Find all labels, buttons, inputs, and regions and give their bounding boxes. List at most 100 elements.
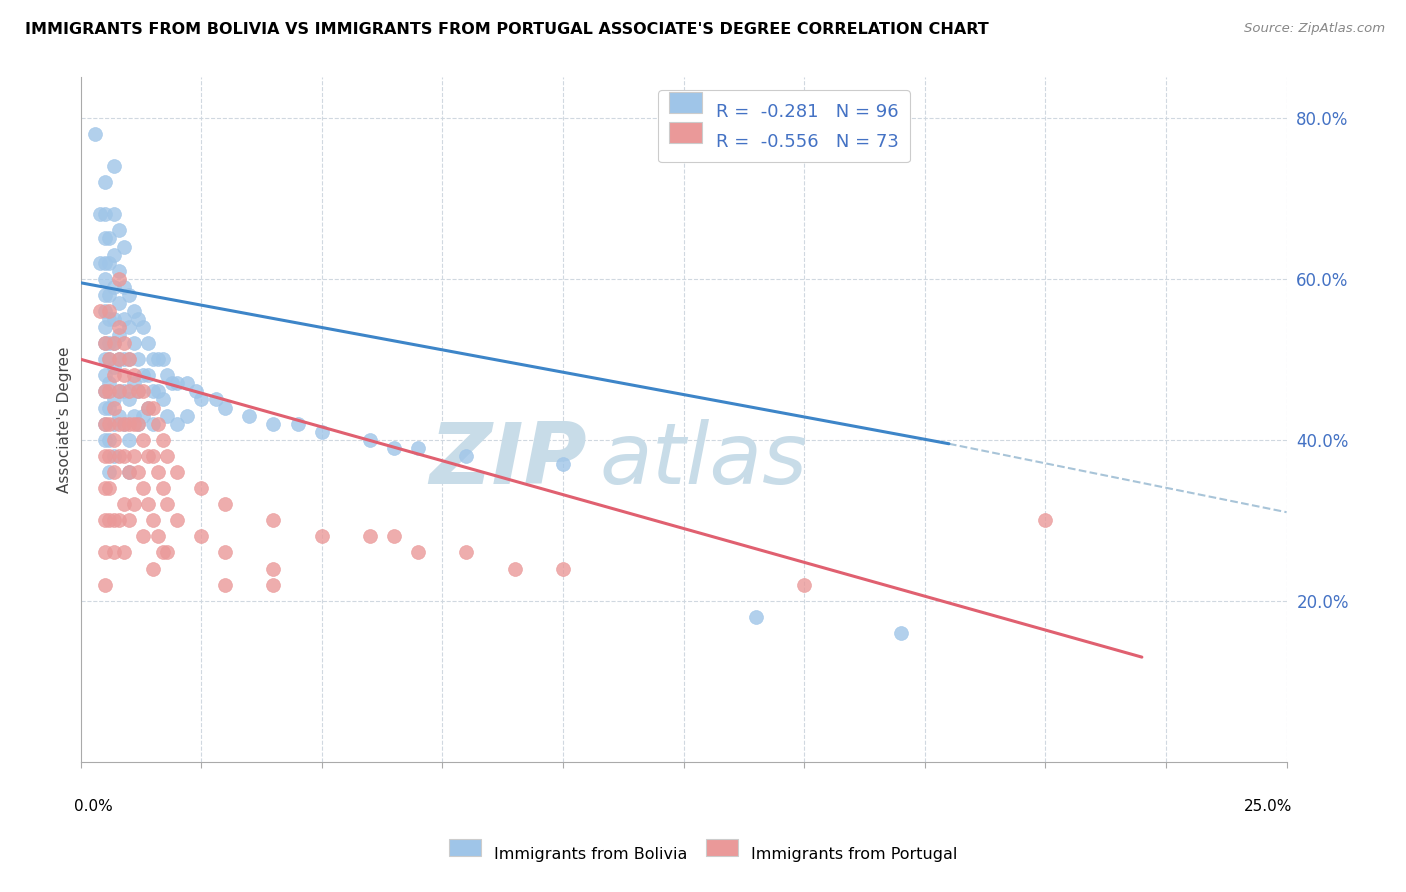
Point	[89, 207, 111, 221]
Point	[93, 513, 115, 527]
Point	[93, 231, 115, 245]
Point	[93, 433, 115, 447]
Point	[503, 561, 526, 575]
Point	[112, 336, 135, 351]
Text: IMMIGRANTS FROM BOLIVIA VS IMMIGRANTS FROM PORTUGAL ASSOCIATE'S DEGREE CORRELATI: IMMIGRANTS FROM BOLIVIA VS IMMIGRANTS FR…	[25, 22, 988, 37]
Point	[156, 409, 179, 423]
Point	[103, 207, 125, 221]
Point	[98, 255, 121, 269]
Point	[89, 304, 111, 318]
Point	[311, 529, 333, 543]
Point	[263, 577, 285, 591]
Point	[118, 417, 141, 431]
Point	[98, 384, 121, 399]
Point	[136, 368, 159, 383]
Point	[136, 497, 159, 511]
Point	[793, 577, 815, 591]
Text: 0.0%: 0.0%	[75, 799, 114, 814]
Point	[103, 247, 125, 261]
Text: 25.0%: 25.0%	[1244, 799, 1292, 814]
Point	[93, 271, 115, 285]
Point	[108, 352, 131, 367]
Point	[112, 449, 135, 463]
Point	[146, 352, 169, 367]
Point	[93, 207, 115, 221]
Point	[263, 417, 285, 431]
Point	[112, 239, 135, 253]
Point	[103, 433, 125, 447]
Point	[112, 545, 135, 559]
Point	[152, 481, 174, 495]
Point	[98, 352, 121, 367]
Point	[118, 513, 141, 527]
Point	[108, 328, 131, 343]
Point	[98, 304, 121, 318]
Point	[176, 409, 198, 423]
Point	[93, 320, 115, 334]
Point	[214, 545, 236, 559]
Point	[122, 336, 145, 351]
Point	[132, 529, 155, 543]
Point	[93, 417, 115, 431]
Point	[142, 384, 165, 399]
Point	[93, 352, 115, 367]
Point	[382, 529, 405, 543]
Point	[136, 401, 159, 415]
Point	[156, 368, 179, 383]
Point	[118, 288, 141, 302]
Point	[103, 513, 125, 527]
Point	[204, 392, 226, 407]
Point	[93, 288, 115, 302]
Point	[118, 465, 141, 479]
Point	[103, 449, 125, 463]
Point	[112, 352, 135, 367]
Point	[108, 409, 131, 423]
Point	[142, 352, 165, 367]
Point	[108, 320, 131, 334]
Point	[118, 465, 141, 479]
Point	[152, 392, 174, 407]
Point	[190, 392, 212, 407]
Point	[152, 352, 174, 367]
Point	[156, 545, 179, 559]
Point	[98, 312, 121, 326]
Point	[84, 127, 107, 141]
Point	[108, 263, 131, 277]
Point	[93, 384, 115, 399]
Point	[98, 231, 121, 245]
Point	[127, 312, 149, 326]
Point	[118, 320, 141, 334]
Point	[166, 513, 188, 527]
Point	[108, 296, 131, 310]
Point	[132, 409, 155, 423]
Point	[93, 545, 115, 559]
Point	[190, 529, 212, 543]
Point	[98, 288, 121, 302]
Point	[551, 561, 574, 575]
Point	[156, 497, 179, 511]
Point	[456, 545, 478, 559]
Point	[136, 449, 159, 463]
Point	[118, 352, 141, 367]
Point	[190, 481, 212, 495]
Text: atlas: atlas	[599, 419, 807, 502]
Point	[146, 384, 169, 399]
Point	[93, 401, 115, 415]
Point	[146, 417, 169, 431]
Point	[118, 384, 141, 399]
Point	[132, 320, 155, 334]
Point	[214, 401, 236, 415]
Point	[127, 417, 149, 431]
Point	[142, 513, 165, 527]
Point	[108, 384, 131, 399]
Point	[103, 336, 125, 351]
Point	[166, 376, 188, 391]
Point	[406, 441, 429, 455]
Point	[103, 336, 125, 351]
Point	[122, 449, 145, 463]
Point	[103, 545, 125, 559]
Point	[166, 465, 188, 479]
Point	[108, 384, 131, 399]
Point	[93, 304, 115, 318]
Point	[93, 449, 115, 463]
